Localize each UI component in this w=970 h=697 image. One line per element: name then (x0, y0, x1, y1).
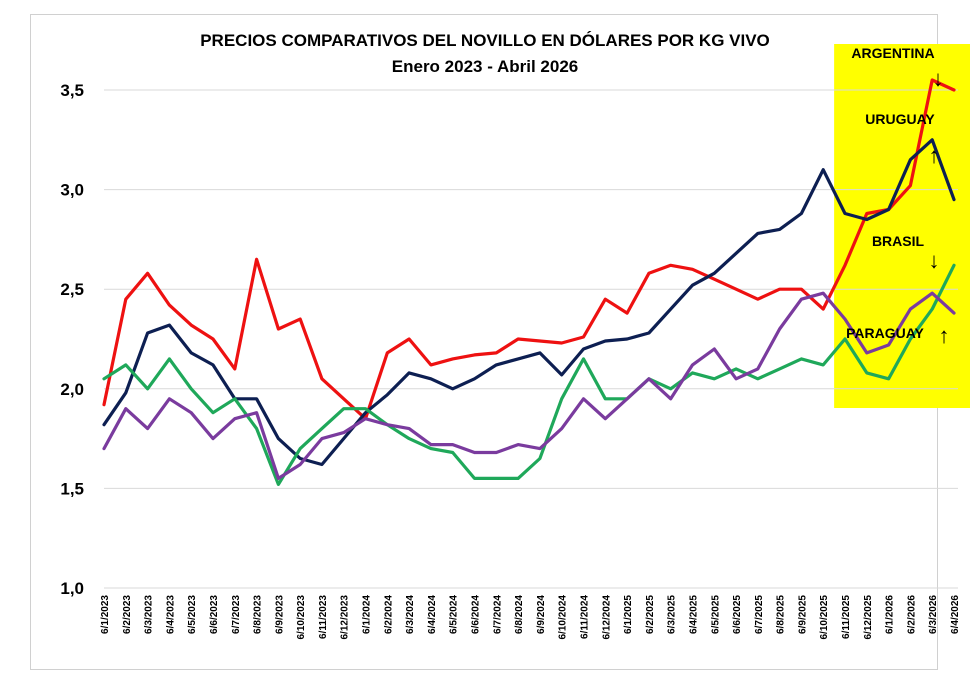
x-tick-label: 6/7/2024 (492, 595, 503, 634)
annotation-arrow-brasil: ↓ (929, 248, 940, 273)
x-tick-label: 6/3/2026 (928, 595, 939, 634)
x-tick-label: 6/11/2024 (579, 595, 590, 639)
x-tick-label: 6/3/2025 (667, 595, 678, 634)
annotation-paraguay: PARAGUAY (846, 325, 924, 341)
x-tick-label: 6/4/2024 (427, 595, 438, 634)
series-line-argentina (102, 78, 956, 421)
y-tick-label: 2,5 (60, 280, 84, 299)
x-tick-label: 6/7/2025 (754, 595, 765, 634)
x-tick-label: 6/1/2025 (623, 595, 634, 634)
x-tick-label: 6/6/2025 (732, 595, 743, 634)
x-tick-label: 6/1/2023 (100, 595, 111, 634)
x-tick-label: 6/11/2025 (841, 595, 852, 639)
y-tick-label: 1,0 (60, 579, 84, 598)
x-tick-label: 6/7/2023 (231, 595, 242, 634)
series-layer (102, 78, 956, 486)
annotation-layer: ARGENTINA↓URUGUAY↑BRASIL↓PARAGUAY ↑ (846, 45, 949, 348)
annotation-uruguay: URUGUAY (865, 111, 935, 127)
x-tick-label: 6/12/2023 (340, 595, 351, 640)
highlight-layer (834, 44, 970, 408)
x-tick-label: 6/11/2023 (318, 595, 329, 639)
x-tick-label: 6/6/2023 (209, 595, 220, 634)
x-tick-label: 6/10/2023 (296, 595, 307, 640)
x-tick-label: 6/9/2024 (536, 595, 547, 634)
x-tick-label: 6/1/2024 (362, 595, 373, 634)
x-tick-label: 6/8/2023 (253, 595, 264, 634)
x-tick-label: 6/2/2026 (906, 595, 917, 634)
series-line-brasil (102, 263, 956, 486)
x-tick-label: 6/12/2025 (863, 595, 874, 640)
x-tick-label: 6/5/2024 (449, 595, 460, 634)
annotation-argentina: ARGENTINA (851, 45, 934, 61)
x-tick-label: 6/9/2025 (797, 595, 808, 634)
x-tick-label: 6/4/2026 (950, 595, 961, 634)
x-tick-label: 6/1/2026 (885, 595, 896, 634)
annotation-brasil: BRASIL (872, 233, 925, 249)
highlight-box (834, 44, 970, 408)
annotation-arrow-argentina: ↓ (933, 66, 944, 91)
x-tick-label: 6/8/2024 (514, 595, 525, 634)
x-tick-label: 6/9/2023 (274, 595, 285, 634)
annotation-arrow-paraguay: ↑ (939, 323, 950, 348)
grid-layer (104, 89, 958, 589)
chart-subtitle: Enero 2023 - Abril 2026 (392, 57, 578, 76)
series-line-uruguay (102, 138, 956, 467)
x-tick-label: 6/5/2023 (187, 595, 198, 634)
x-tick-label: 6/8/2025 (776, 595, 787, 634)
x-tick-label: 6/10/2024 (558, 595, 569, 640)
x-tick-label: 6/5/2025 (710, 595, 721, 634)
x-tick-label: 6/10/2025 (819, 595, 830, 640)
annotation-arrow-uruguay: ↑ (929, 143, 940, 168)
y-tick-label: 2,0 (60, 380, 84, 399)
x-tick-label: 6/2/2025 (645, 595, 656, 634)
series-line-paraguay (102, 291, 956, 480)
x-tick-label: 6/6/2024 (471, 595, 482, 634)
x-tick-label: 6/12/2024 (601, 595, 612, 640)
x-tick-label: 6/4/2025 (688, 595, 699, 634)
y-tick-label: 3,0 (60, 181, 84, 200)
x-tick-label: 6/4/2023 (165, 595, 176, 634)
chart-title: PRECIOS COMPARATIVOS DEL NOVILLO EN DÓLA… (200, 31, 770, 50)
y-tick-label: 3,5 (60, 81, 84, 100)
x-tick-label: 6/2/2023 (122, 595, 133, 634)
x-tick-label: 6/3/2024 (405, 595, 416, 634)
y-tick-label: 1,5 (60, 479, 84, 498)
x-tick-label: 6/3/2023 (144, 595, 155, 634)
x-tick-label: 6/2/2024 (383, 595, 394, 634)
y-axis: 1,0 1,5 2,0 2,5 3,0 3,5 (60, 81, 84, 598)
x-axis: 6/1/2023 6/2/2023 6/3/2023 6/4/2023 6/5/2023… (100, 595, 961, 640)
